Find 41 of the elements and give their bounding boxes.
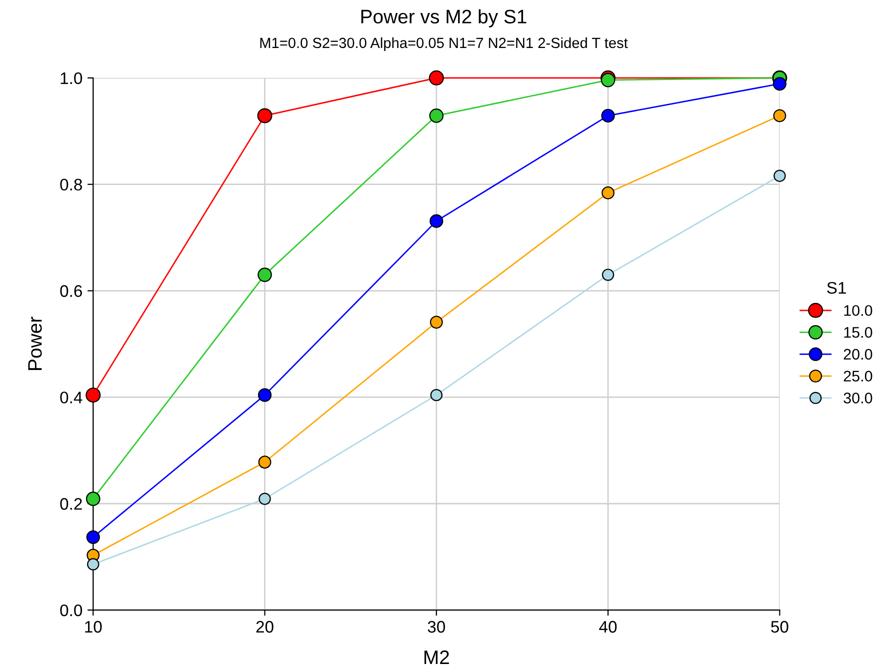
x-tick-label: 20: [256, 620, 274, 633]
point: [430, 316, 443, 329]
point: [257, 108, 272, 124]
legend-label: 30.0: [844, 392, 872, 404]
point: [774, 170, 786, 182]
point: [258, 388, 272, 402]
point: [258, 456, 272, 469]
legend-label: 15.0: [844, 326, 872, 338]
y-tick-label: 0.2: [60, 498, 82, 510]
y-tick-label: 0.6: [60, 285, 82, 297]
x-tick-label: 10: [85, 620, 102, 633]
point: [772, 76, 786, 91]
x-tick-label: 50: [771, 620, 788, 633]
legend-label: 25.0: [844, 370, 872, 382]
point: [86, 492, 100, 506]
chart-title: Power vs M2 by S1: [361, 9, 526, 28]
y-tick-label: 0.0: [60, 604, 82, 616]
point: [428, 70, 444, 86]
point: [258, 492, 271, 505]
legend-label: 20.0: [844, 348, 872, 360]
x-tick-label: 40: [599, 620, 617, 633]
point: [601, 108, 615, 123]
point: [258, 268, 272, 282]
legend-title: S1: [827, 282, 846, 294]
point: [602, 268, 614, 281]
y-tick-label: 0.8: [60, 178, 82, 191]
legend-label: 10.0: [844, 305, 872, 316]
point: [429, 108, 444, 123]
point: [602, 186, 614, 200]
point: [87, 558, 100, 570]
x-axis-title: M2: [424, 650, 449, 664]
chart-subtitle: M1=0.0 S2=30.0 Alpha=0.05 N1=7 N2=N1 2-Sided T test: [260, 37, 628, 51]
point: [773, 109, 786, 122]
point: [430, 214, 444, 228]
y-axis-title: Power: [28, 316, 42, 370]
y-tick-label: 1.0: [60, 72, 82, 84]
x-tick-label: 30: [428, 620, 446, 633]
point: [430, 388, 443, 402]
point: [86, 530, 100, 544]
y-tick-label: 0.4: [60, 392, 82, 404]
point: [86, 388, 101, 403]
